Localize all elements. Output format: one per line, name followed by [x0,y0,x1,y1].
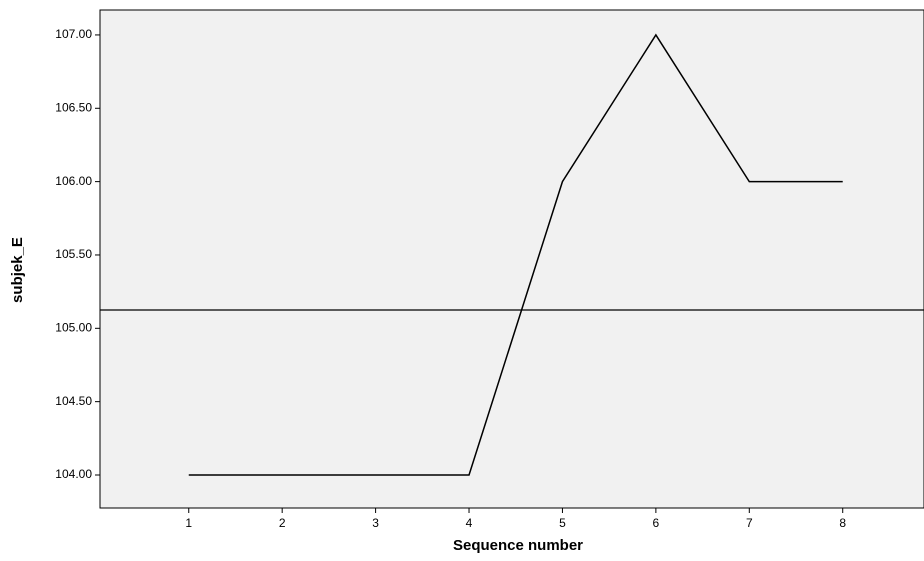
y-tick-label: 107.00 [55,27,92,41]
y-tick-label: 104.00 [55,467,92,481]
x-axis-title: Sequence number [453,537,583,554]
x-tick-label: 3 [372,516,379,530]
y-tick-label: 105.00 [55,320,92,334]
x-tick-label: 2 [279,516,286,530]
y-tick-label: 106.50 [55,100,92,114]
x-tick-label: 4 [466,516,473,530]
x-tick-label: 5 [559,516,566,530]
plot-area [100,10,924,508]
chart: Sequence number subjek_E 104.00 104.50 105… [0,0,924,561]
x-tick-label: 8 [839,516,846,530]
x-tick-label: 6 [653,516,660,530]
page: {"chart_data": {"type": "line", "x_label… [0,0,924,561]
y-tick-label: 105.50 [55,247,92,261]
x-tick-label: 1 [185,516,192,530]
y-axis-title: subjek_E [9,237,26,303]
x-tick-label: 7 [746,516,753,530]
y-tick-label: 104.50 [55,394,92,408]
y-tick-label: 106.00 [55,174,92,188]
